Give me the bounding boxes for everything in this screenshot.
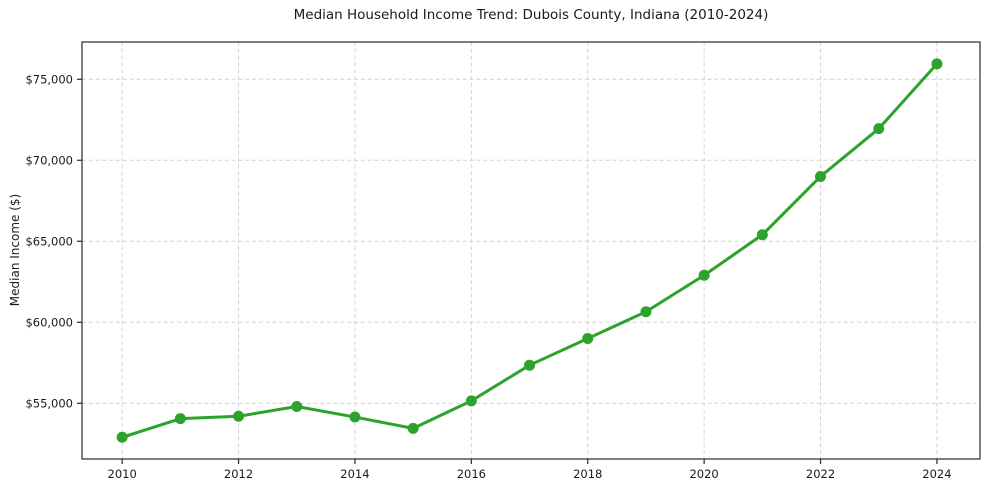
data-point xyxy=(349,411,361,423)
x-tick-label: 2018 xyxy=(573,467,602,481)
x-tick-label: 2012 xyxy=(224,467,253,481)
y-tick-label: $65,000 xyxy=(25,234,73,248)
y-tick-label: $55,000 xyxy=(25,396,73,410)
chart-title: Median Household Income Trend: Dubois Co… xyxy=(293,7,769,23)
y-tick-label: $60,000 xyxy=(25,315,73,329)
x-tick-label: 2024 xyxy=(922,467,951,481)
data-point xyxy=(640,306,652,318)
x-tick-label: 2014 xyxy=(340,467,369,481)
y-tick-label: $75,000 xyxy=(25,72,73,86)
data-point xyxy=(873,123,885,135)
x-tick-label: 2010 xyxy=(108,467,137,481)
x-tick-label: 2022 xyxy=(806,467,835,481)
x-tick-label: 2016 xyxy=(457,467,486,481)
data-point xyxy=(291,401,303,413)
data-point xyxy=(174,413,186,425)
y-tick-label: $70,000 xyxy=(25,153,73,167)
data-point xyxy=(756,229,768,241)
data-point xyxy=(465,395,477,407)
data-point xyxy=(524,359,536,371)
data-point xyxy=(407,422,419,434)
data-point xyxy=(698,269,710,281)
trend-line xyxy=(120,62,939,439)
x-tick-label: 2020 xyxy=(689,467,718,481)
plot-frame xyxy=(81,41,981,460)
data-point xyxy=(815,170,827,182)
data-point xyxy=(116,431,128,443)
data-point xyxy=(582,332,594,344)
data-point xyxy=(233,410,245,422)
data-point xyxy=(931,58,943,70)
